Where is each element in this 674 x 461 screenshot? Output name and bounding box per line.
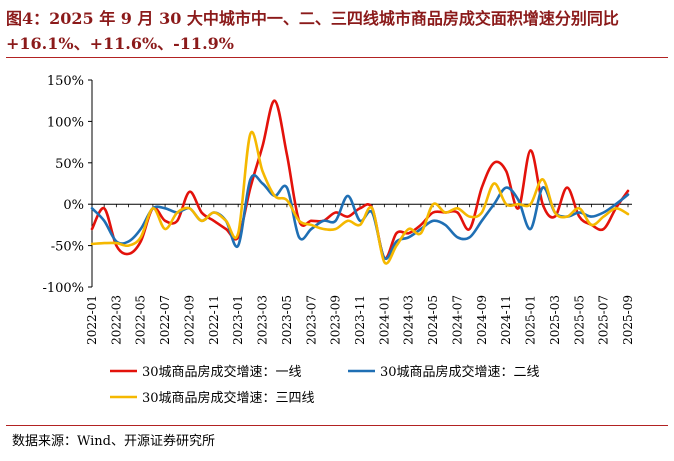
x-tick-label: 2022-09 <box>182 295 196 345</box>
chart-legend: 30城商品房成交增速：一线 30城商品房成交增速：二线 30城商品房成交增速：三四线 <box>110 364 540 406</box>
x-tick-label: 2023-11 <box>353 295 367 345</box>
x-tick-label: 2023-07 <box>304 295 318 345</box>
x-tick-label: 2022-11 <box>207 295 221 345</box>
figure-title: 图4：2025 年 9 月 30 大中城市中一、二、三四线城市商品房成交面积增速… <box>6 9 619 53</box>
legend-item-tier2: 30城商品房成交增速：二线 <box>348 364 540 380</box>
source-note: 数据来源：Wind、开源证券研究所 <box>12 434 215 449</box>
legend-label: 30城商品房成交增速：三四线 <box>142 390 315 406</box>
legend-item-tier34: 30城商品房成交增速：三四线 <box>110 390 315 406</box>
x-tick-label: 2025-01 <box>524 295 538 345</box>
x-tick-label: 2025-07 <box>597 295 611 345</box>
x-tick-label: 2022-07 <box>158 295 172 345</box>
x-tick-label: 2025-05 <box>572 295 586 345</box>
bottom-rule <box>6 425 668 426</box>
line-chart: 150% 100% 50% 0% -50% -100%2022-01 2022-03 2022… <box>42 74 635 406</box>
y-tick-label: 50% <box>55 157 84 172</box>
x-tick-label: 2023-01 <box>231 295 245 345</box>
legend-label: 30城商品房成交增速：一线 <box>142 364 302 380</box>
x-tick-label: 2024-07 <box>450 295 464 345</box>
legend-item-tier1: 30城商品房成交增速：一线 <box>110 364 302 380</box>
y-tick-label: 150% <box>47 74 84 89</box>
x-tick-label: 2022-01 <box>85 295 99 345</box>
x-tick-label: 2024-09 <box>475 295 489 345</box>
y-tick-label: -100% <box>42 281 84 296</box>
series-line-tier34 <box>90 130 630 265</box>
legend-label: 30城商品房成交增速：二线 <box>380 364 540 380</box>
x-tick-label: 2023-09 <box>329 295 343 345</box>
x-tick-label: 2025-03 <box>548 295 562 345</box>
x-tick-label: 2025-09 <box>621 295 635 345</box>
x-tick-label: 2022-05 <box>134 295 148 345</box>
y-tick-label: 0% <box>63 198 84 213</box>
x-tick-label: 2024-01 <box>377 295 391 345</box>
x-tick-label: 2024-11 <box>499 295 513 345</box>
x-tick-label: 2024-03 <box>402 295 416 345</box>
x-tick-label: 2023-03 <box>256 295 270 345</box>
x-tick-label: 2024-05 <box>426 295 440 345</box>
series-line-tier1 <box>90 99 630 260</box>
y-tick-label: -50% <box>51 240 84 255</box>
x-tick-label: 2022-03 <box>109 295 123 345</box>
top-rule <box>6 57 668 58</box>
chart-axes: 150% 100% 50% 0% -50% -100%2022-01 2022-03 2022… <box>42 74 635 345</box>
y-tick-label: 100% <box>47 115 84 130</box>
chart-lines <box>90 99 630 265</box>
x-tick-label: 2023-05 <box>280 295 294 345</box>
